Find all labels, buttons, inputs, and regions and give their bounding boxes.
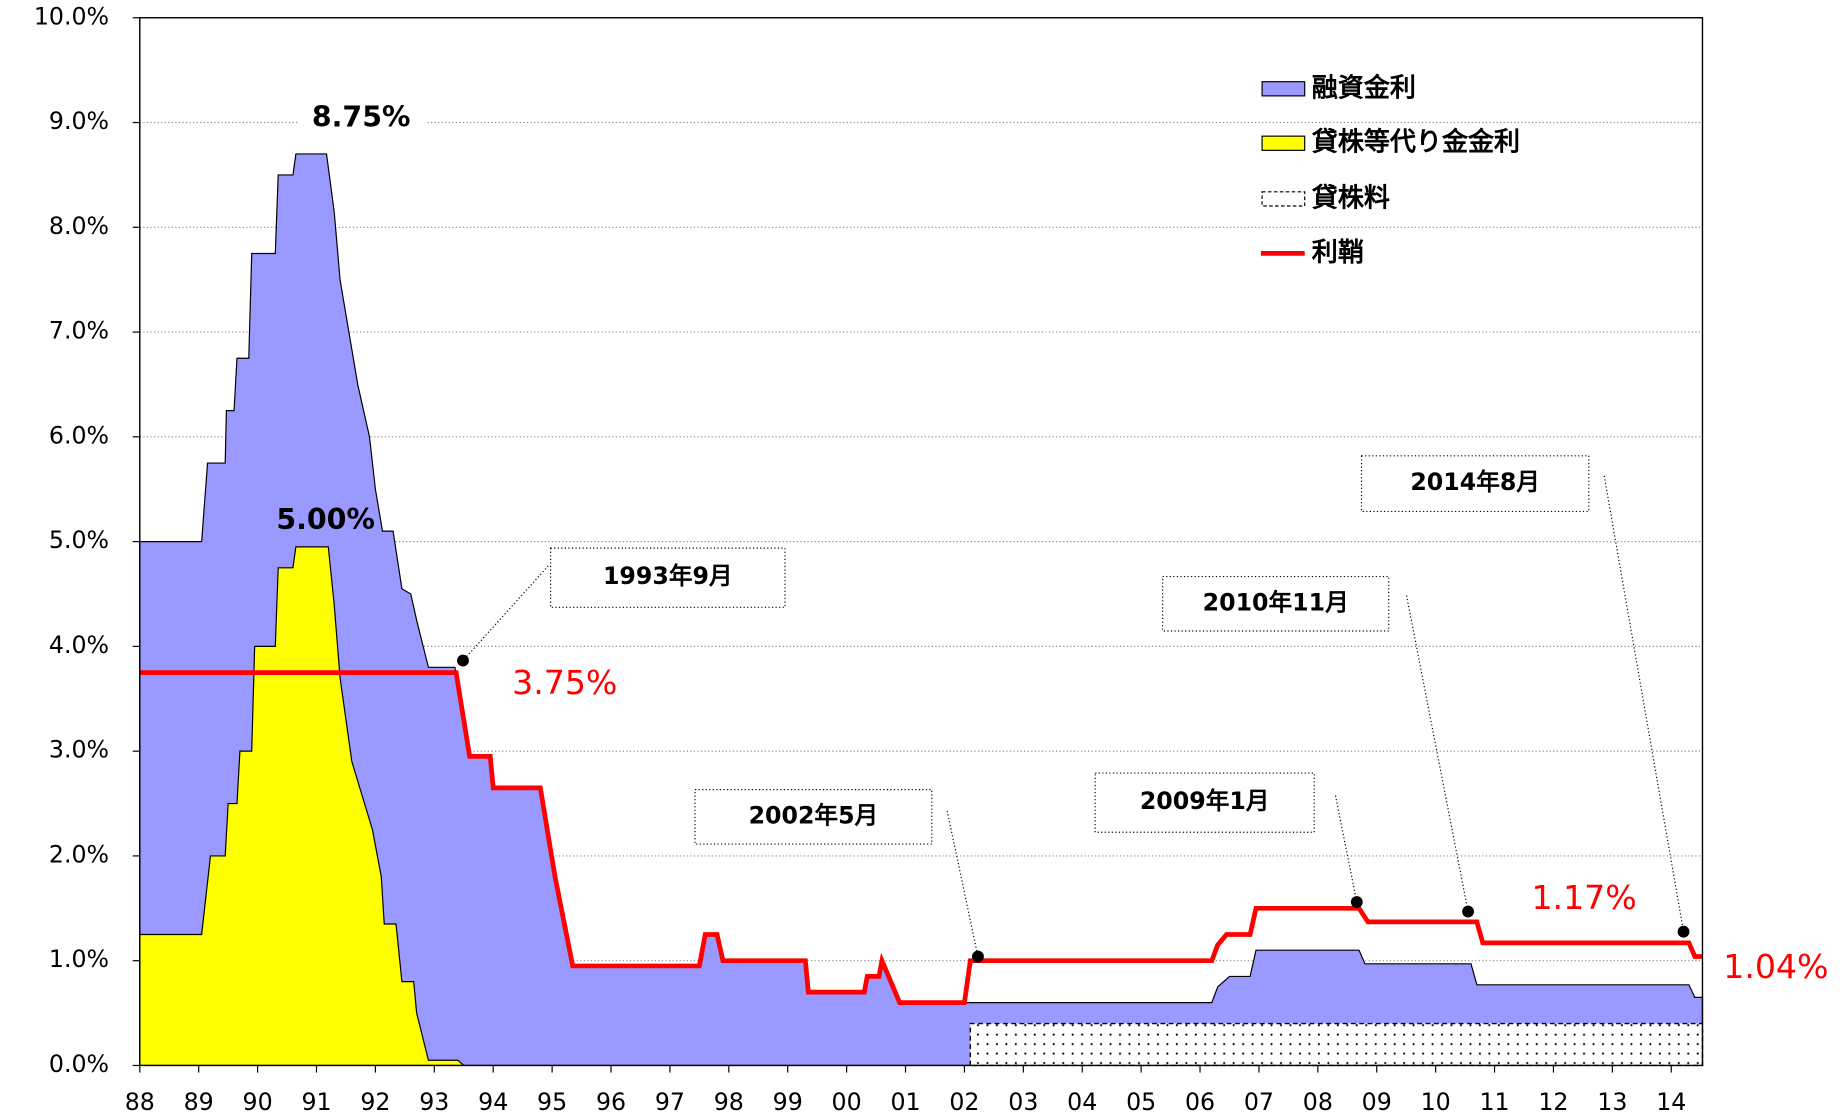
y-tick-label: 10.0%	[34, 2, 109, 30]
legend-label: 利鞘	[1312, 238, 1364, 268]
callout-box	[694, 789, 933, 845]
callout-label: 2002年5月	[749, 801, 879, 829]
y-tick-label: 3.0%	[49, 736, 109, 764]
x-tick-label: 11	[1479, 1088, 1509, 1114]
legend-label: 貸株料	[1311, 182, 1390, 213]
x-tick-label: 89	[184, 1088, 214, 1114]
y-tick-label: 8.0%	[49, 212, 109, 240]
callout-box	[549, 547, 786, 608]
x-tick-label: 99	[773, 1088, 803, 1114]
legend-swatch	[1261, 135, 1306, 151]
legend-swatch	[1261, 191, 1306, 207]
x-tick-label: 12	[1538, 1088, 1568, 1114]
y-tick-label: 5.0%	[49, 526, 109, 554]
x-tick-label: 95	[537, 1088, 567, 1114]
x-tick-label: 03	[1008, 1088, 1038, 1114]
x-tick-label: 02	[949, 1088, 979, 1114]
x-tick-label: 98	[714, 1088, 744, 1114]
x-tick-label: 96	[596, 1088, 626, 1114]
callout-box	[1162, 575, 1390, 632]
overlay: 0.0% 1.0% 2.0% 3.0% 4.0% 5.0% 6.0% 7.0% 8.0% 9.0%…	[34, 2, 1829, 1114]
x-tick-label: 97	[655, 1088, 685, 1114]
callout-label: 1993年9月	[603, 562, 733, 590]
y-tick-label: 2.0%	[49, 840, 109, 868]
annotation: 8.75%	[312, 100, 411, 133]
callout-box	[1094, 772, 1315, 833]
y-tick-label: 0.0%	[49, 1050, 109, 1078]
leader-line	[1603, 475, 1685, 932]
callout-label: 2009年1月	[1140, 787, 1270, 815]
line	[139, 670, 1703, 1005]
x-tick-label: 05	[1126, 1088, 1156, 1114]
x-tick-label: 88	[125, 1088, 155, 1114]
label-bg	[297, 101, 426, 135]
annotation: 1.04%	[1723, 947, 1828, 986]
x-tick-label: 92	[360, 1088, 390, 1114]
x-tick-label: 04	[1067, 1088, 1097, 1114]
legend-label: 貸株等代り金金利	[1311, 127, 1520, 158]
callout-dot	[457, 654, 469, 667]
x-tick-label: 93	[419, 1088, 449, 1114]
callout-label: 2010年11月	[1203, 588, 1349, 616]
callout-dot	[1462, 905, 1474, 918]
x-tick-label: 90	[243, 1088, 273, 1114]
legend-swatch	[1261, 81, 1306, 97]
plot-frame	[139, 17, 1704, 1067]
annotation: 1.17%	[1531, 878, 1636, 917]
x-tick-label: 07	[1244, 1088, 1274, 1114]
area	[139, 546, 466, 1067]
callout-label: 2014年8月	[1410, 468, 1540, 496]
x-tick-label: 08	[1303, 1088, 1333, 1114]
area	[969, 1022, 1704, 1067]
y-tick-label: 7.0%	[49, 317, 109, 345]
callout-dot	[972, 950, 984, 963]
x-tick-label: 10	[1421, 1088, 1451, 1114]
annotation: 5.00%	[276, 503, 375, 536]
callout-dot	[1350, 896, 1363, 909]
annotation: 3.75%	[512, 663, 617, 702]
leader-line	[946, 810, 979, 957]
legend-label: 融資金利	[1312, 72, 1416, 103]
callout-box	[1360, 455, 1590, 513]
y-tick-label: 9.0%	[49, 107, 109, 135]
plot	[139, 153, 1704, 1067]
y-tick-label: 1.0%	[49, 945, 109, 973]
x-tick-label: 13	[1597, 1088, 1627, 1114]
leader-line	[1405, 595, 1469, 912]
x-tick-label: 09	[1362, 1088, 1392, 1114]
x-tick-label: 00	[832, 1088, 862, 1114]
x-tick-label: 14	[1656, 1088, 1686, 1114]
x-tick-label: 01	[890, 1088, 920, 1114]
x-tick-label: 06	[1185, 1088, 1215, 1114]
y-tick-label: 6.0%	[49, 421, 109, 449]
x-tick-label: 94	[478, 1088, 508, 1114]
callout-dot	[1677, 925, 1690, 938]
y-tick-label: 4.0%	[49, 631, 109, 659]
leader-line	[1334, 795, 1358, 903]
x-tick-label: 91	[301, 1088, 331, 1114]
